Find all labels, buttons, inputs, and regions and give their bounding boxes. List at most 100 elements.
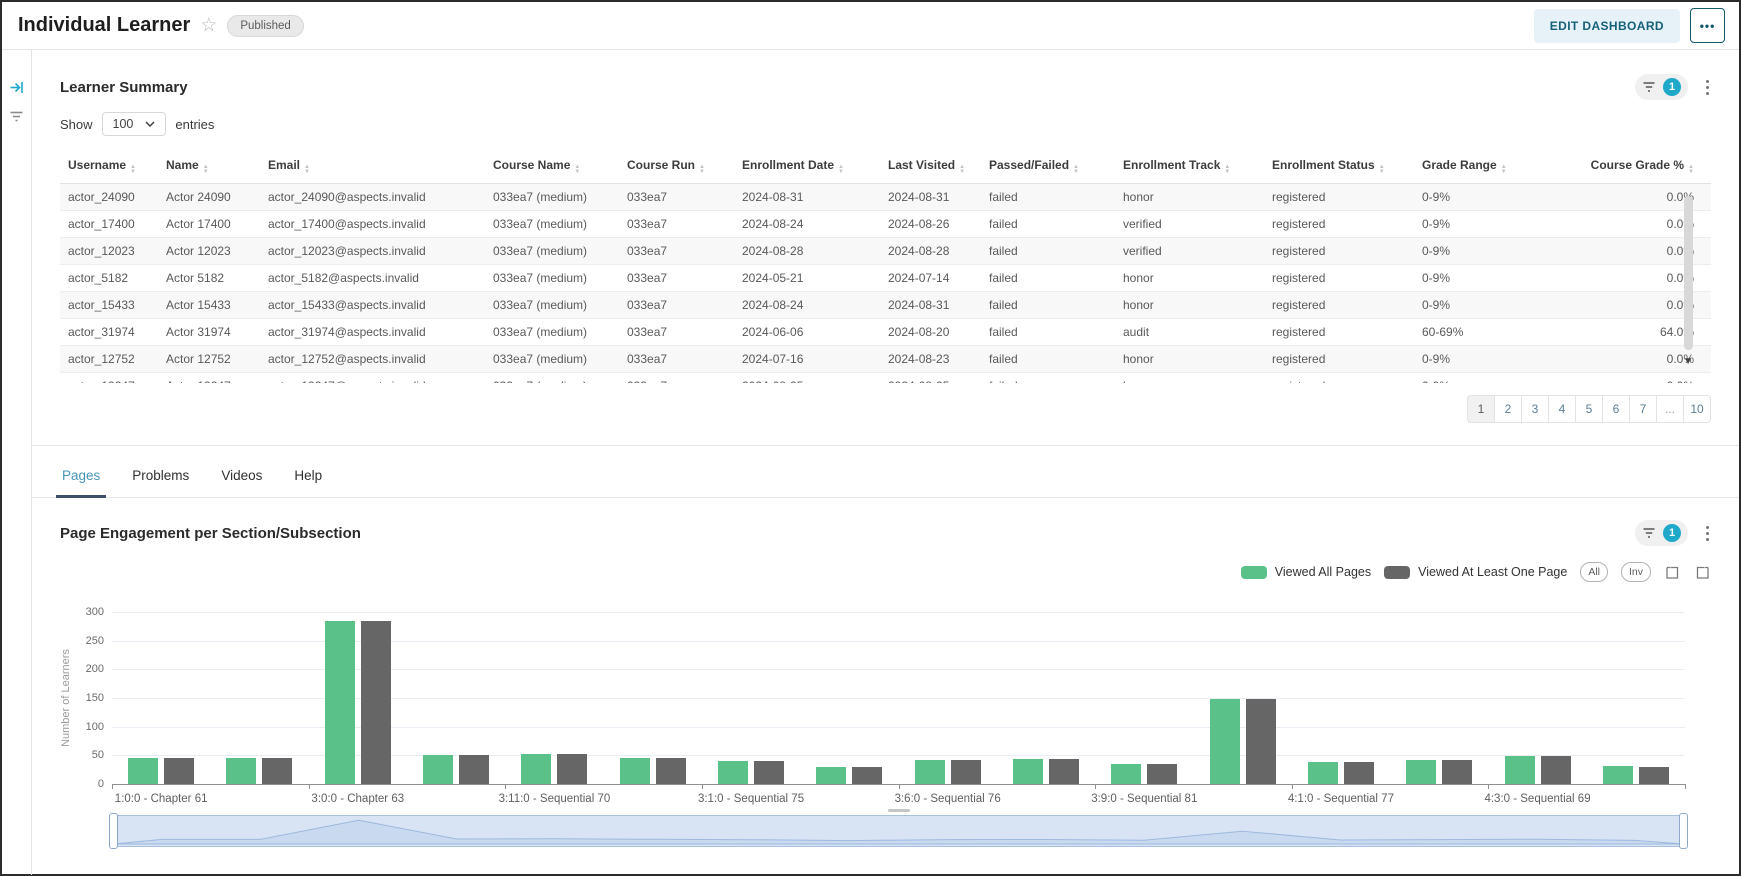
tab-help[interactable]: Help	[294, 468, 323, 483]
page-size-select[interactable]: 100	[101, 112, 167, 136]
column-header-course-run[interactable]: Course Run ▲ ▼	[627, 150, 742, 184]
bar-group-14[interactable]	[1488, 612, 1586, 784]
bar-viewed-at-least-one-page[interactable]	[950, 759, 981, 784]
bar-group-1[interactable]	[210, 612, 308, 784]
bar-viewed-at-least-one-page[interactable]	[1048, 758, 1079, 784]
pagination-page-3[interactable]: 3	[1521, 395, 1549, 423]
table-row[interactable]: actor_17400 Actor 17400 actor_17400@aspect…	[60, 210, 1711, 238]
chart-range-slider[interactable]	[109, 809, 1688, 849]
column-header-name[interactable]: Name ▲ ▼	[166, 150, 268, 184]
pagination-page-1[interactable]: 1	[1467, 395, 1495, 423]
scroll-down-arrow-icon[interactable]: ▼	[1683, 356, 1693, 367]
pagination-page-7[interactable]: 7	[1629, 395, 1657, 423]
table-row[interactable]: actor_24090 Actor 24090 actor_24090@aspect…	[60, 183, 1711, 211]
legend-inverse-button[interactable]: Inv	[1620, 562, 1651, 582]
column-header-username[interactable]: Username ▲ ▼	[60, 150, 166, 184]
column-header-course-name[interactable]: Course Name ▲ ▼	[493, 150, 627, 184]
expand-filter-bar-icon[interactable]	[9, 80, 24, 95]
column-header-enrollment-date[interactable]: Enrollment Date ▲ ▼	[742, 150, 888, 184]
bar-viewed-at-least-one-page[interactable]	[1147, 763, 1178, 784]
bar-viewed-at-least-one-page[interactable]	[655, 757, 686, 784]
bar-viewed-at-least-one-page[interactable]	[1638, 766, 1669, 784]
bar-viewed-all-pages[interactable]	[718, 760, 749, 784]
bar-viewed-at-least-one-page[interactable]	[1540, 756, 1571, 784]
column-header-passed-failed[interactable]: Passed/Failed ▲ ▼	[989, 150, 1123, 184]
sort-icon[interactable]: ▲ ▼	[203, 164, 209, 175]
edit-dashboard-button[interactable]: EDIT DASHBOARD	[1533, 8, 1680, 43]
legend-all-button[interactable]: All	[1580, 562, 1608, 582]
filter-funnel-icon[interactable]	[9, 109, 24, 124]
tab-videos[interactable]: Videos	[221, 468, 263, 483]
bar-group-0[interactable]	[112, 612, 210, 784]
pagination-page-4[interactable]: 4	[1548, 395, 1576, 423]
bar-group-4[interactable]	[505, 612, 603, 784]
bar-group-7[interactable]	[800, 612, 898, 784]
sort-icon[interactable]: ▲ ▼	[574, 164, 580, 175]
pagination-page-5[interactable]: 5	[1575, 395, 1603, 423]
bar-viewed-all-pages[interactable]	[226, 758, 257, 784]
bar-viewed-at-least-one-page[interactable]	[1245, 699, 1276, 784]
bar-viewed-all-pages[interactable]	[1209, 699, 1240, 784]
tab-pages[interactable]: Pages	[55, 468, 107, 498]
column-header-email[interactable]: Email ▲ ▼	[268, 150, 493, 184]
bar-viewed-at-least-one-page[interactable]	[1442, 759, 1473, 784]
bar-viewed-at-least-one-page[interactable]	[360, 620, 391, 784]
bar-viewed-at-least-one-page[interactable]	[1343, 762, 1374, 784]
bar-viewed-at-least-one-page[interactable]	[557, 754, 588, 784]
sort-icon[interactable]: ▲ ▼	[1224, 164, 1230, 175]
bar-group-9[interactable]	[997, 612, 1095, 784]
column-header-grade-range[interactable]: Grade Range ▲ ▼	[1422, 150, 1532, 184]
bar-viewed-all-pages[interactable]	[914, 759, 945, 784]
sort-icon[interactable]: ▲ ▼	[130, 164, 136, 175]
bar-viewed-at-least-one-page[interactable]	[262, 758, 293, 784]
table-row[interactable]: actor_31974 Actor 31974 actor_31974@aspect…	[60, 318, 1711, 346]
sort-icon[interactable]: ▲ ▼	[1379, 164, 1385, 175]
bar-group-8[interactable]	[899, 612, 997, 784]
applied-filters-chip[interactable]: 1	[1635, 74, 1688, 100]
bar-group-6[interactable]	[702, 612, 800, 784]
chart-options-menu-icon[interactable]	[1704, 524, 1711, 543]
sort-icon[interactable]: ▲ ▼	[838, 164, 844, 175]
range-slider-move-handle[interactable]	[887, 809, 910, 812]
table-row[interactable]: actor_15433 Actor 15433 actor_15433@aspect…	[60, 291, 1711, 319]
column-header-last-visited[interactable]: Last Visited ▲ ▼	[888, 150, 989, 184]
bar-group-11[interactable]	[1193, 612, 1291, 784]
pagination-page-10[interactable]: 10	[1683, 395, 1711, 423]
bar-viewed-all-pages[interactable]	[423, 755, 454, 784]
table-row[interactable]: actor_12023 Actor 12023 actor_12023@aspect…	[60, 237, 1711, 265]
range-slider-left-handle[interactable]	[109, 813, 118, 849]
chart-applied-filters-chip[interactable]: 1	[1635, 520, 1688, 546]
sort-icon[interactable]: ▲ ▼	[699, 164, 705, 175]
column-header-enrollment-track[interactable]: Enrollment Track ▲ ▼	[1123, 150, 1272, 184]
bar-viewed-all-pages[interactable]	[1406, 759, 1437, 784]
bar-viewed-all-pages[interactable]	[1012, 758, 1043, 784]
legend-item-viewed-at-least-one-page[interactable]: Viewed At Least One Page	[1384, 565, 1567, 579]
sort-icon[interactable]: ▲ ▼	[1501, 164, 1507, 175]
sort-icon[interactable]: ▲ ▼	[1688, 164, 1694, 175]
column-header-enrollment-status[interactable]: Enrollment Status ▲ ▼	[1272, 150, 1422, 184]
table-row[interactable]: actor_19247Actor 19247actor_19247@aspect…	[60, 372, 1711, 383]
sort-icon[interactable]: ▲ ▼	[304, 164, 310, 175]
table-row[interactable]: actor_5182 Actor 5182 actor_5182@aspects.i…	[60, 264, 1711, 292]
tab-problems[interactable]: Problems	[132, 468, 190, 483]
bar-viewed-all-pages[interactable]	[816, 766, 847, 784]
range-slider-right-handle[interactable]	[1679, 813, 1688, 849]
bar-group-5[interactable]	[604, 612, 702, 784]
bar-viewed-all-pages[interactable]	[324, 620, 355, 784]
sort-icon[interactable]: ▲ ▼	[1073, 164, 1079, 175]
sort-icon[interactable]: ▲ ▼	[959, 164, 965, 175]
bar-viewed-at-least-one-page[interactable]	[459, 755, 490, 784]
bar-group-2[interactable]	[309, 612, 407, 784]
bar-viewed-all-pages[interactable]	[1602, 765, 1633, 784]
column-header-course-grade[interactable]: Course Grade % ▲ ▼	[1532, 150, 1711, 184]
pagination-page-6[interactable]: 6	[1602, 395, 1630, 423]
favorite-star-icon[interactable]: ☆	[200, 15, 218, 36]
bar-viewed-all-pages[interactable]	[1111, 763, 1142, 784]
bar-group-15[interactable]	[1587, 612, 1685, 784]
bar-viewed-at-least-one-page[interactable]	[164, 758, 195, 784]
bar-viewed-all-pages[interactable]	[619, 757, 650, 784]
pagination-page-[interactable]: ...	[1656, 395, 1684, 423]
table-row[interactable]: actor_12752 Actor 12752 actor_12752@aspect…	[60, 345, 1711, 373]
legend-item-viewed-all-pages[interactable]: Viewed All Pages	[1240, 565, 1371, 579]
bar-viewed-all-pages[interactable]	[1307, 762, 1338, 784]
